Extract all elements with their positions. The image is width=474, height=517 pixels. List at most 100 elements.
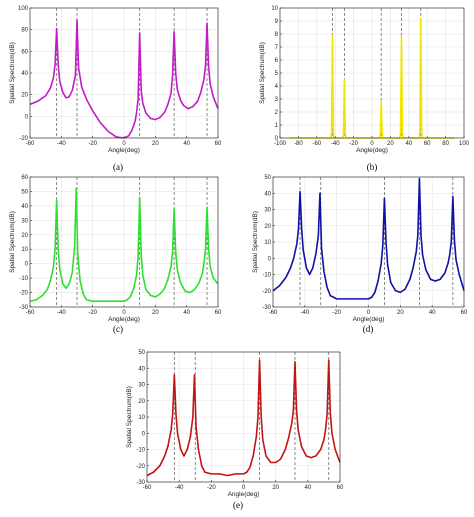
- x-tick-label: -20: [332, 310, 341, 316]
- x-tick-label: -60: [26, 141, 35, 147]
- y-tick-label: 0: [25, 262, 29, 268]
- y-tick-label: 2: [275, 110, 279, 116]
- y-tick-label: 30: [138, 383, 145, 389]
- y-tick-label: 20: [264, 224, 271, 230]
- y-tick-label: 0: [268, 256, 272, 262]
- y-tick-label: 100: [18, 6, 29, 12]
- panel-caption: (e): [233, 500, 243, 510]
- y-tick-label: 10: [264, 240, 271, 246]
- x-tick-label: 20: [397, 310, 404, 316]
- y-tick-label: 4: [275, 84, 279, 90]
- spectrum-line: [146, 359, 341, 477]
- y-tick-label: 5: [275, 71, 279, 77]
- y-tick-label: 1: [275, 123, 279, 129]
- chart-panel-2: -100 -80 -60 -40 -20 0 20 40 60 80 100 0 1 2 3 4 5 6 7 8 9 10…: [259, 6, 470, 172]
- x-tick-label: -20: [88, 141, 97, 147]
- x-tick-label: 40: [304, 485, 311, 491]
- y-tick-label: 10: [271, 6, 278, 12]
- y-tick-label: 7: [275, 45, 279, 51]
- x-tick-label: -60: [312, 141, 321, 147]
- x-tick-label: 20: [387, 141, 394, 147]
- y-axis-label: Spatial Spectrum(dB): [9, 211, 16, 273]
- x-tick-label: 40: [429, 310, 436, 316]
- y-tick-label: 50: [264, 175, 271, 181]
- spectrum-line: [272, 177, 465, 300]
- y-tick-label: 20: [138, 399, 145, 405]
- y-tick-label: 9: [275, 19, 279, 25]
- y-tick-label: 0: [142, 431, 146, 437]
- y-tick-label: -20: [19, 291, 28, 297]
- y-tick-label: 30: [21, 218, 28, 224]
- x-tick-label: 80: [442, 141, 449, 147]
- x-tick-label: 60: [215, 141, 222, 147]
- x-tick-label: -20: [207, 485, 216, 491]
- y-tick-label: 0: [275, 136, 279, 142]
- x-tick-label: 0: [370, 141, 374, 147]
- y-tick-label: 40: [21, 204, 28, 210]
- x-tick-label: 20: [272, 485, 279, 491]
- x-tick-label: 40: [183, 141, 190, 147]
- y-tick-label: 50: [138, 350, 145, 356]
- x-tick-label: -20: [88, 310, 97, 316]
- y-tick-label: -20: [262, 289, 271, 295]
- spectrum-line: [29, 19, 219, 139]
- x-tick-label: -40: [175, 485, 184, 491]
- y-tick-label: -10: [19, 276, 28, 282]
- x-tick-label: 0: [242, 485, 246, 491]
- panel-caption: (a): [113, 162, 123, 172]
- x-tick-label: -80: [294, 141, 303, 147]
- x-axis-label: Angle(deg): [353, 316, 385, 323]
- x-tick-label: 0: [122, 141, 126, 147]
- y-tick-label: -10: [262, 273, 271, 279]
- y-tick-label: 40: [21, 71, 28, 77]
- y-tick-label: -30: [262, 305, 271, 311]
- y-tick-label: 20: [21, 233, 28, 239]
- x-axis-label: Angle(deg): [356, 147, 388, 154]
- x-tick-label: -40: [57, 310, 66, 316]
- x-tick-label: -60: [26, 310, 35, 316]
- x-tick-label: 100: [459, 141, 470, 147]
- panel-caption: (c): [113, 324, 123, 334]
- x-tick-label: 60: [337, 485, 344, 491]
- y-tick-label: 80: [21, 28, 28, 34]
- y-tick-label: -30: [19, 305, 28, 311]
- x-tick-label: -40: [57, 141, 66, 147]
- y-tick-label: -20: [136, 464, 145, 470]
- y-tick-label: 20: [21, 93, 28, 99]
- spectrum-line: [29, 187, 219, 303]
- panel-caption: (d): [363, 324, 374, 334]
- x-tick-label: 0: [367, 310, 371, 316]
- chart-panel-3: -60 -40 -20 0 20 40 60 -30 -20 -10 0 10 20 30 40 50 60 An…: [9, 175, 222, 334]
- x-tick-label: 60: [424, 141, 431, 147]
- x-tick-label: -20: [349, 141, 358, 147]
- y-tick-label: 50: [21, 189, 28, 195]
- y-tick-label: 10: [21, 247, 28, 253]
- x-axis-label: Angle(deg): [228, 491, 260, 498]
- y-tick-label: -10: [136, 448, 145, 454]
- y-axis-label: Spatial Spectrum(dB): [126, 386, 133, 448]
- x-tick-label: 40: [405, 141, 412, 147]
- y-tick-label: 0: [25, 114, 29, 120]
- chart-panel-1: -60 -40 -20 0 20 40 60 -20 0 20 40 60 80 100 Angle(deg…: [9, 6, 222, 172]
- spectrum-line: [289, 17, 455, 139]
- x-tick-label: 60: [461, 310, 468, 316]
- y-tick-label: -20: [19, 136, 28, 142]
- y-tick-label: 40: [264, 191, 271, 197]
- y-tick-label: 60: [21, 175, 28, 181]
- x-tick-label: -60: [269, 310, 278, 316]
- y-tick-label: -30: [136, 480, 145, 486]
- x-tick-label: 20: [152, 310, 159, 316]
- y-tick-label: 30: [264, 208, 271, 214]
- x-tick-label: 20: [152, 141, 159, 147]
- y-tick-label: 8: [275, 32, 279, 38]
- y-axis-label: Spatial Spectrum(dB): [259, 42, 266, 104]
- y-axis-label: Spatial Spectrum(dB): [252, 211, 259, 273]
- chart-panel-5: -60 -40 -20 0 20 40 60 -30 -20 -10 0 10 20 30 40 50 Angl…: [126, 350, 344, 510]
- y-axis-label: Spatial Spectrum(dB): [9, 42, 16, 104]
- y-tick-label: 10: [138, 415, 145, 421]
- x-tick-label: -60: [143, 485, 152, 491]
- x-tick-label: -40: [300, 310, 309, 316]
- y-tick-label: 3: [275, 97, 279, 103]
- x-tick-label: 40: [183, 310, 190, 316]
